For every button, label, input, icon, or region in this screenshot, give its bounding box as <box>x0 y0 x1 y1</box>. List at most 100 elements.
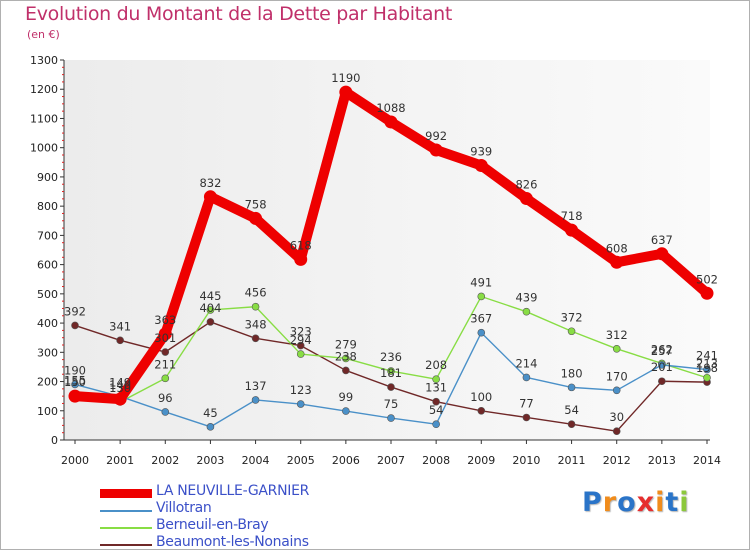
data-label: 137 <box>245 379 267 393</box>
legend-label: Berneuil-en-Bray <box>156 517 269 533</box>
data-label: 100 <box>470 390 492 404</box>
data-point <box>477 328 486 337</box>
chart-subtitle: (en €) <box>27 28 60 41</box>
data-point <box>206 306 215 314</box>
data-point <box>567 327 576 336</box>
data-point <box>610 255 624 269</box>
data-label: 404 <box>199 301 221 315</box>
x-tick-label: 2004 <box>242 454 270 467</box>
data-label: 502 <box>696 272 718 286</box>
x-tick-label: 2011 <box>558 454 586 467</box>
legend-swatch <box>100 510 152 512</box>
data-point <box>342 354 350 363</box>
y-tick-label: 800 <box>37 200 58 213</box>
data-label: 637 <box>651 233 673 247</box>
data-label: 190 <box>64 363 86 377</box>
logo-letter: i <box>655 487 666 518</box>
data-point <box>342 407 350 415</box>
logo-letter: o <box>617 487 637 518</box>
data-point <box>612 344 621 353</box>
data-label: 54 <box>429 403 444 417</box>
legend-swatch <box>100 527 152 529</box>
x-tick-label: 2006 <box>332 454 360 467</box>
data-labels: 150 140 363 832 758 618 1190 1088 992 939 826 718 60… <box>64 71 718 424</box>
data-label: 236 <box>380 350 402 364</box>
data-label: 75 <box>384 397 399 411</box>
data-point <box>658 377 666 386</box>
data-point <box>567 383 576 392</box>
data-label: 181 <box>380 366 402 380</box>
logo-letter: i <box>679 487 690 518</box>
data-label: 198 <box>696 361 718 375</box>
data-label: 341 <box>109 319 131 333</box>
data-label: 439 <box>515 291 537 305</box>
data-label: 54 <box>564 403 579 417</box>
data-label: 279 <box>335 337 357 351</box>
data-point <box>658 361 666 369</box>
series-layer <box>68 85 714 436</box>
x-tick-label: 2000 <box>61 454 89 467</box>
legend-label: LA NEUVILLE-GARNIER <box>156 483 310 499</box>
y-tick-label: 1100 <box>30 112 58 125</box>
data-point <box>477 292 486 301</box>
data-label: 155 <box>64 374 86 388</box>
data-label: 608 <box>606 241 628 255</box>
data-label: 367 <box>470 312 492 326</box>
x-tick-label: 2007 <box>377 454 405 467</box>
data-point <box>655 247 669 261</box>
data-point <box>703 365 711 374</box>
data-label: 348 <box>245 317 267 331</box>
data-label: 123 <box>290 383 312 397</box>
data-label: 718 <box>561 209 583 223</box>
data-label: 301 <box>154 331 176 345</box>
x-tick-label: 2005 <box>287 454 315 467</box>
data-label: 211 <box>154 357 176 371</box>
data-label: 45 <box>203 406 218 420</box>
data-label: 445 <box>199 289 221 303</box>
data-label: 130 <box>109 381 131 395</box>
data-point <box>251 334 260 343</box>
data-label: 170 <box>606 369 628 383</box>
data-label: 208 <box>425 358 447 372</box>
data-point <box>432 397 440 406</box>
data-point <box>206 318 215 326</box>
y-tick-label: 1000 <box>30 142 58 155</box>
data-point <box>294 252 308 266</box>
x-tick-label: 2001 <box>106 454 134 467</box>
data-label: 241 <box>696 349 718 363</box>
data-label: 180 <box>561 366 583 380</box>
axes: 0 100 200 300 400 500 600 700 800 900 1000 1100 1200… <box>30 54 721 467</box>
y-tick-label: 1300 <box>30 54 58 67</box>
data-point <box>113 392 127 406</box>
data-label: 618 <box>290 238 312 252</box>
y-tick-label: 300 <box>37 346 58 359</box>
data-point <box>384 115 398 129</box>
logo-letter: P <box>582 487 603 518</box>
logo-letter: r <box>602 487 618 518</box>
data-label: 456 <box>245 286 267 300</box>
y-tick-label: 400 <box>37 317 58 330</box>
data-point <box>161 374 170 383</box>
data-point <box>387 414 395 422</box>
data-point <box>249 211 263 225</box>
y-tick-label: 500 <box>37 288 58 301</box>
data-point <box>161 408 170 416</box>
y-tick-label: 100 <box>37 405 58 418</box>
data-point <box>71 321 79 330</box>
data-point <box>565 223 579 237</box>
data-point <box>342 366 350 375</box>
y-tick-label: 600 <box>37 259 58 272</box>
x-tick-label: 2002 <box>151 454 179 467</box>
legend-label: Villotran <box>156 500 212 516</box>
x-tick-label: 2008 <box>422 454 450 467</box>
proxiti-logo: Proxiti <box>582 487 690 518</box>
data-point <box>522 307 531 316</box>
data-point <box>387 367 395 375</box>
data-label: 363 <box>154 313 176 327</box>
data-point <box>339 85 353 99</box>
data-label: 214 <box>515 356 537 370</box>
logo-letter: x <box>636 487 656 518</box>
data-label: 213 <box>696 357 718 371</box>
data-label: 99 <box>339 390 354 404</box>
